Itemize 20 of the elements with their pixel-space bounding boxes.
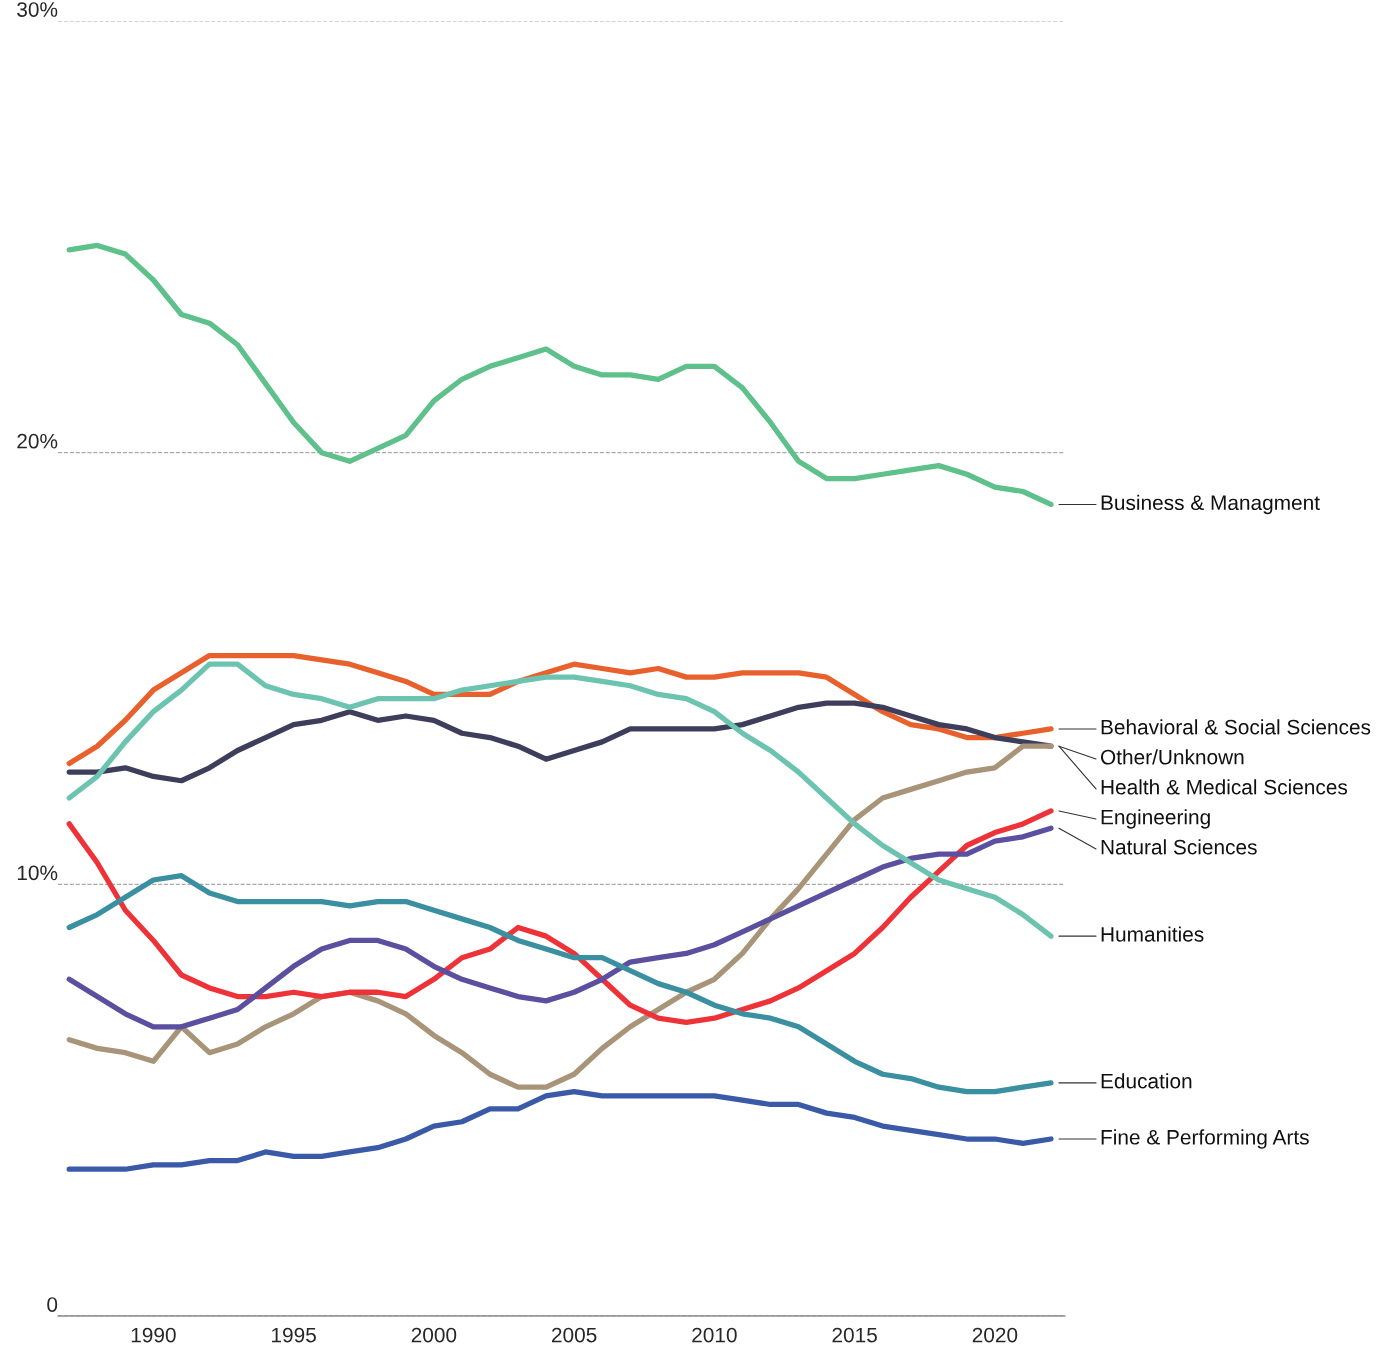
x-tick-label: 2020 [972,1327,1018,1343]
x-tick-label: 1995 [272,1327,316,1343]
x-tick-label: 2000 [411,1327,457,1343]
text: Other/Unknown [1100,749,1244,765]
text: Health & Medical Sciences [1101,779,1348,795]
x-tick-label: 2015 [832,1327,877,1343]
y-tick-label: 10% [17,865,58,881]
text: Engineering [1101,809,1210,829]
y-tick-label: 0 [47,1297,58,1312]
x-tick-label: 2010 [692,1327,737,1343]
x-tick-label: 2005 [552,1327,597,1343]
text: Fine & Performing Arts [1101,1129,1309,1149]
text: Education [1101,1073,1192,1089]
x-tick-label: 1990 [131,1327,176,1343]
text: Business & Managment [1101,494,1320,515]
y-tick-label: 20% [17,433,58,449]
text: Natural Sciences [1101,839,1257,855]
text: Humanities [1101,926,1204,942]
text: Behavioral & Social Sciences [1101,719,1371,735]
y-tick-label: 30% [17,2,58,17]
